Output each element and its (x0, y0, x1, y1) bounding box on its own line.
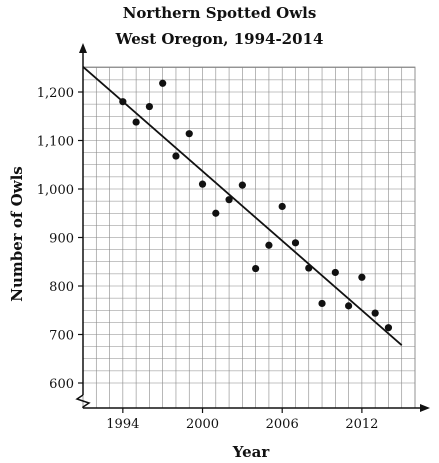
data-point (238, 181, 246, 189)
data-point (384, 324, 393, 332)
data-point (278, 202, 286, 211)
y-axis-label: Number of Owls (8, 166, 26, 301)
x-axis-label: Year (232, 443, 271, 461)
data-point (198, 180, 207, 188)
y-tick-label: 1,100 (37, 135, 74, 150)
x-tick-label: 2012 (345, 417, 378, 432)
y-axis-arrow (79, 43, 87, 53)
data-point (172, 152, 180, 160)
data-point (318, 299, 326, 308)
data-point (371, 309, 379, 317)
axes (75, 43, 430, 412)
data-point (291, 239, 300, 247)
data-point (345, 302, 353, 310)
grid (82, 66, 416, 409)
data-points (119, 79, 393, 332)
data-point (358, 273, 366, 281)
trend-line (82, 66, 403, 346)
y-tick-label: 1,200 (37, 86, 74, 101)
data-point (132, 118, 140, 126)
data-point (212, 209, 220, 217)
chart-subtitle: West Oregon, 1994-2014 (115, 30, 324, 48)
x-tick-label: 1994 (106, 417, 139, 432)
data-point (225, 196, 233, 204)
x-tick-label: 2000 (186, 417, 219, 432)
y-tick-label: 1,000 (37, 183, 74, 198)
ticks: 1994 2000 2006 2012 600 700 800 900 1,000 1,100 1,… (37, 86, 379, 432)
data-point (331, 268, 339, 277)
data-point (185, 130, 193, 138)
data-point (145, 102, 153, 111)
data-point (305, 264, 313, 272)
data-point (252, 264, 260, 273)
trend-line-group (82, 66, 403, 346)
x-axis-arrow (420, 404, 430, 412)
y-tick-label: 600 (49, 377, 74, 392)
data-point (265, 241, 273, 249)
y-tick-label: 900 (49, 232, 74, 247)
chart-title: Northern Spotted Owls (122, 4, 317, 22)
data-point (119, 98, 127, 106)
data-point (159, 79, 167, 87)
y-tick-label: 800 (49, 280, 74, 295)
y-tick-label: 700 (49, 329, 74, 344)
x-tick-label: 2006 (266, 417, 299, 432)
